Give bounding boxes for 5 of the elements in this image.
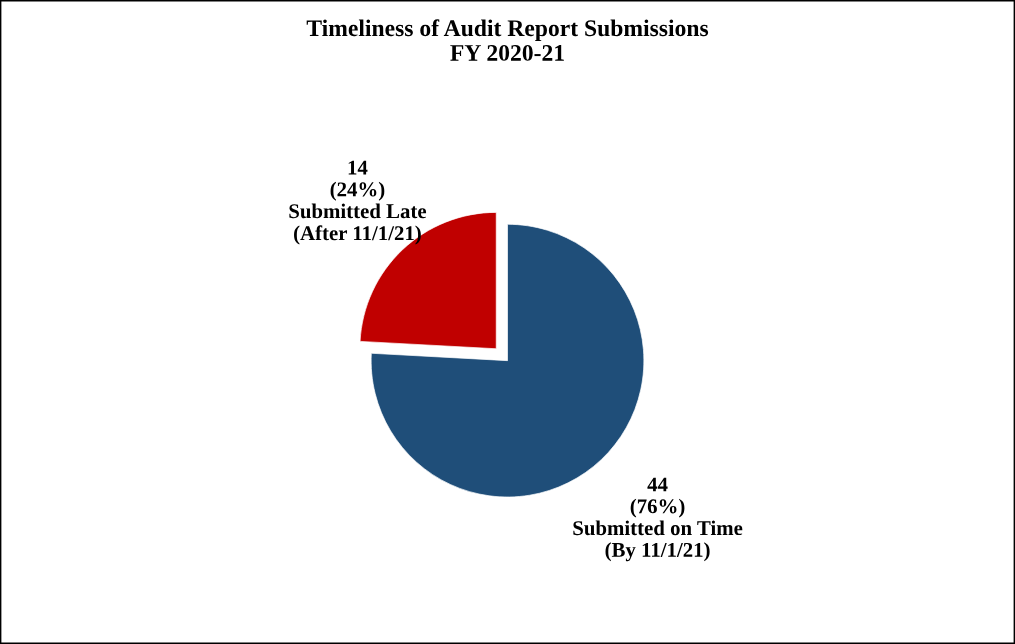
data-label: 44 (76%) [630, 477, 685, 518]
slice-label: Submitted on Time (By 11/1/21) [573, 520, 743, 562]
data-label: 14 (24%) [330, 160, 385, 201]
slice-label: Submitted Late (After 11/1/21) [289, 203, 427, 245]
chart-title: Timeliness of Audit Report Submissions FY 2020-21 [306, 19, 709, 61]
